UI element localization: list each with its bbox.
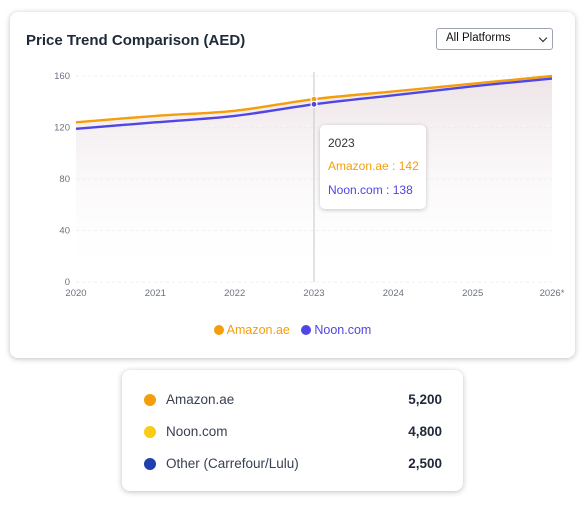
platform-select-value: All Platforms: [446, 32, 511, 44]
tooltip-noon-name: Noon.com: [328, 183, 383, 197]
stat-row-amazon: Amazon.ae 5,200: [144, 391, 442, 411]
platform-select[interactable]: All Platforms: [436, 28, 553, 50]
legend-label-amazon: Amazon.ae: [226, 323, 290, 337]
x-tick-label: 2020: [65, 288, 86, 299]
stat-value-noon: 4,800: [408, 424, 442, 439]
legend-item-amazon[interactable]: Amazon.ae: [213, 323, 290, 337]
legend-item-noon[interactable]: Noon.com: [301, 323, 371, 337]
y-tick-label: 120: [54, 123, 70, 134]
stat-dot-noon: [144, 426, 156, 438]
tooltip-row-amazon: Amazon.ae : 142: [328, 159, 419, 173]
stat-dot-other: [144, 458, 156, 470]
stat-value-other: 2,500: [408, 456, 442, 471]
platform-stats-card: Amazon.ae 5,200 Noon.com 4,800 Other (Ca…: [122, 370, 463, 491]
legend-dot-noon: [301, 325, 312, 335]
chart-legend: Amazon.ae Noon.com: [10, 323, 575, 337]
y-tick-label: 0: [65, 277, 70, 288]
x-tick-label: 2022: [224, 288, 245, 299]
tooltip-amazon-name: Amazon.ae: [328, 159, 389, 173]
x-tick-label: 2023: [303, 288, 324, 299]
tooltip-noon-value: 138: [392, 183, 413, 197]
y-tick-label: 80: [59, 174, 70, 185]
price-trend-card: Price Trend Comparison (AED) All Platfor…: [10, 12, 575, 358]
stat-value-amazon: 5,200: [408, 392, 442, 407]
tooltip-amazon-value: 142: [398, 159, 419, 173]
x-tick-label: 2024: [383, 288, 404, 299]
stat-name-other: Other (Carrefour/Lulu): [166, 456, 299, 471]
stat-row-other: Other (Carrefour/Lulu) 2,500: [144, 455, 442, 475]
stat-name-noon: Noon.com: [166, 424, 228, 439]
chart-title: Price Trend Comparison (AED): [26, 32, 246, 49]
price-trend-chart: 0 40 80 120 160 2020 2021 2022 2023 2024 2025 2026*: [54, 71, 565, 299]
legend-dot-amazon: [213, 325, 224, 335]
legend-label-noon: Noon.com: [314, 323, 372, 337]
stat-row-noon: Noon.com 4,800: [144, 423, 442, 443]
tooltip-year: 2023: [328, 136, 355, 150]
tooltip-row-noon: Noon.com : 138: [328, 183, 413, 197]
x-tick-label: 2021: [145, 288, 166, 299]
stat-name-amazon: Amazon.ae: [166, 392, 235, 407]
y-tick-label: 40: [59, 226, 70, 237]
stat-dot-amazon: [144, 394, 156, 406]
chart-tooltip: 2023 Amazon.ae : 142 Noon.com : 138: [320, 125, 426, 209]
x-tick-label: 2025: [462, 288, 483, 299]
hover-point-noon: [310, 100, 318, 108]
x-tick-label: 2026*: [540, 288, 565, 299]
y-tick-label: 160: [54, 71, 70, 82]
